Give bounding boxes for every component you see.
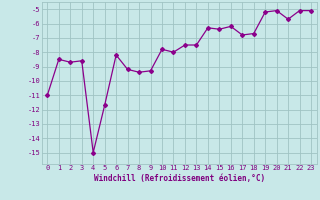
X-axis label: Windchill (Refroidissement éolien,°C): Windchill (Refroidissement éolien,°C) [94, 174, 265, 183]
